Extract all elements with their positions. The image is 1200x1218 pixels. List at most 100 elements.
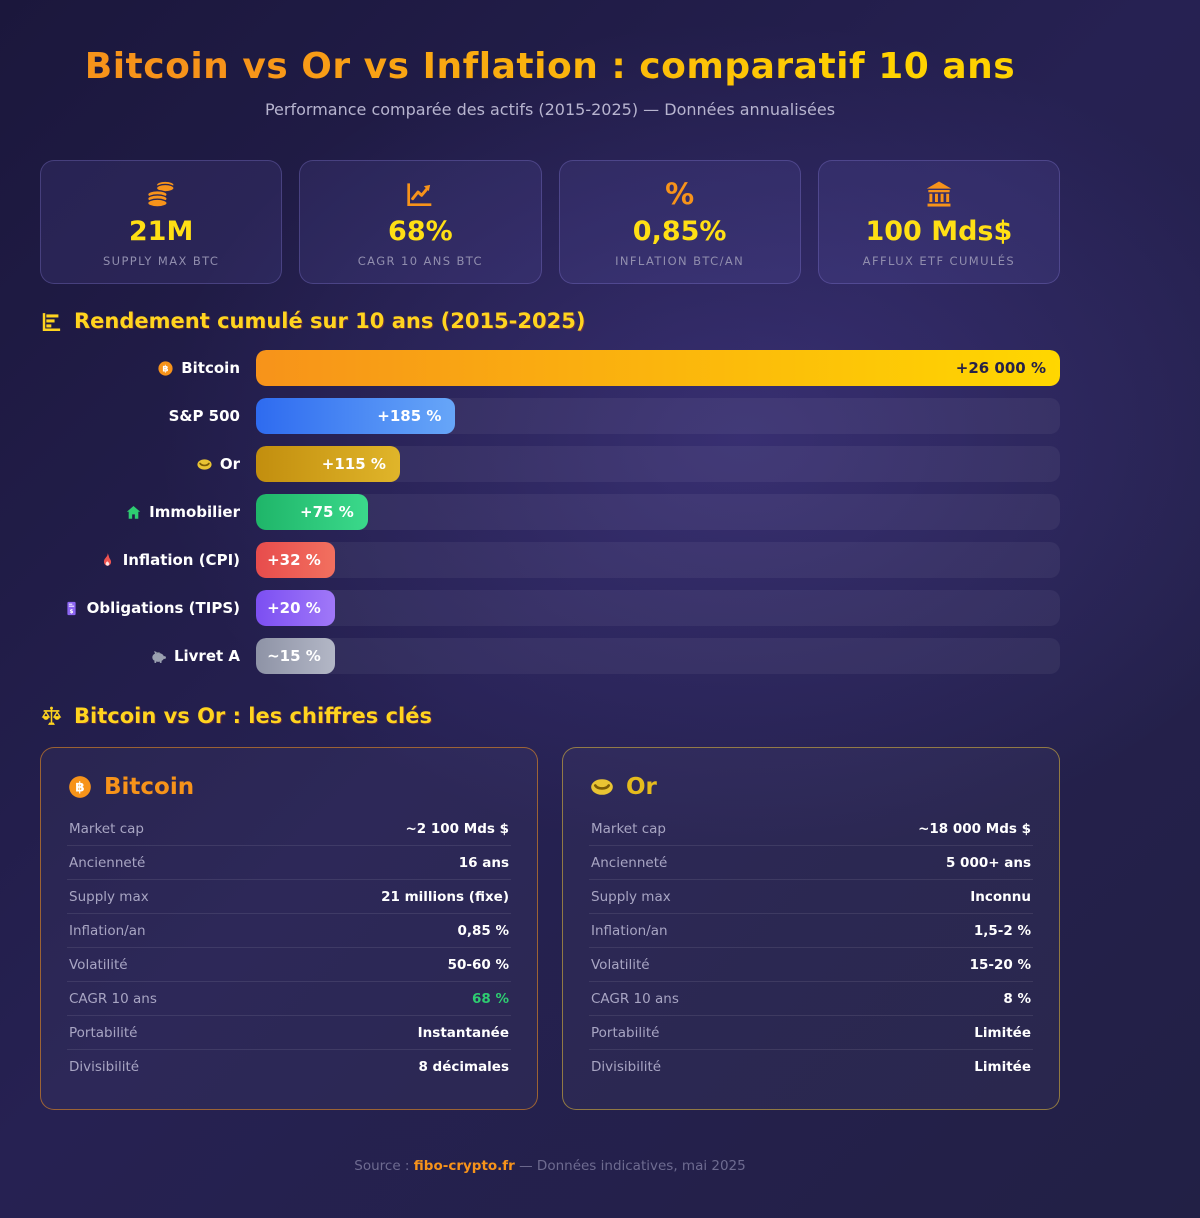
svg-text:฿: ฿ [163,364,169,374]
stat-card-etf: 100 Mds$ AFFLUX ETF CUMULÉS [817,160,1060,284]
page-header: Bitcoin vs Or vs Inflation : comparatif … [40,0,1060,119]
bitcoin-coin-icon: ฿ [158,360,173,376]
bar-track: +115 % [256,446,1060,482]
table-row: Market cap ~18 000 Mds $ [589,812,1033,846]
footer-source-link[interactable]: fibo-crypto.fr [413,1158,515,1174]
table-row: Supply max 21 millions (fixe) [67,880,511,914]
bar-label: ฿ Bitcoin [40,359,240,377]
gold-coin-icon [591,779,613,795]
row-value: Instantanée [417,1024,509,1041]
bar-row-livret-a: Livret A ~15 % [40,638,1060,674]
svg-text:$: $ [69,609,73,615]
row-value: Limitée [974,1058,1031,1075]
row-label: CAGR 10 ans [69,990,157,1007]
bar-fill-livret-a: ~15 % [256,638,335,674]
bar-row-sp500: S&P 500 +185 % [40,398,1060,434]
bar-chart-icon [42,312,61,331]
stat-value: 100 Mds$ [865,215,1013,247]
bar-fill-bitcoin: +26 000 % [256,350,1060,386]
bar-track: +26 000 % [256,350,1060,386]
bar-label: Inflation (CPI) [40,551,240,569]
table-row: Inflation/an 0,85 % [67,914,511,948]
bar-row-bitcoin: ฿ Bitcoin +26 000 % [40,350,1060,386]
row-value: 5 000+ ans [945,854,1031,871]
bar-row-gold: Or +115 % [40,446,1060,482]
row-label: Ancienneté [591,854,668,871]
section-title-text: Rendement cumulé sur 10 ans (2015-2025) [74,309,586,333]
table-row: Ancienneté 5 000+ ans [589,846,1033,880]
gold-card-title: Or [589,774,1033,800]
row-label: Inflation/an [591,922,668,939]
row-value: 1,5-2 % [973,922,1031,939]
comparison-section: Bitcoin vs Or : les chiffres clés ฿ Bitc… [40,704,1060,1110]
flame-icon [103,552,111,566]
row-label: Supply max [69,888,149,905]
table-row: Inflation/an 1,5-2 % [589,914,1033,948]
row-value: 16 ans [458,854,509,871]
bar-fill-inflation: +32 % [256,542,335,578]
row-label: Portabilité [591,1024,660,1041]
row-value: 15-20 % [969,956,1031,973]
gold-coin-icon [197,458,212,470]
footer-note: — Données indicatives, mai 2025 [519,1158,746,1174]
returns-chart-section: Rendement cumulé sur 10 ans (2015-2025) … [40,309,1060,674]
house-icon [126,505,141,519]
row-label: Market cap [69,820,144,837]
bar-label: Or [40,455,240,473]
row-label: Portabilité [69,1024,138,1041]
table-row: Portabilité Limitée [589,1016,1033,1050]
percent-icon: % [665,176,695,211]
row-value: 0,85 % [457,922,509,939]
row-label: Market cap [591,820,666,837]
returns-section-title: Rendement cumulé sur 10 ans (2015-2025) [40,309,1060,333]
table-row: Divisibilité Limitée [589,1050,1033,1083]
row-label: Volatilité [591,956,650,973]
row-value: 68 % [471,990,509,1007]
stat-card-supply: 21M SUPPLY MAX BTC [40,160,283,284]
piggy-bank-icon [152,650,166,663]
infographic-root: Bitcoin vs Or vs Inflation : comparatif … [40,0,1060,1174]
row-label: Divisibilité [69,1058,140,1075]
footer-source-prefix: Source : [354,1158,410,1174]
bar-fill-realestate: +75 % [256,494,368,530]
stat-label: SUPPLY MAX BTC [102,253,220,268]
stat-card-cagr: 68% CAGR 10 ANS BTC [299,160,542,284]
svg-text:฿: ฿ [75,780,84,796]
gold-card: Or Market cap ~18 000 Mds $ Ancienneté 5 0… [562,747,1060,1110]
row-value: Limitée [974,1024,1031,1041]
stats-row: 21M SUPPLY MAX BTC 68% CAGR 10 ANS BTC %… [40,160,1060,284]
chart-increasing-icon [404,177,436,211]
bar-row-inflation: Inflation (CPI) +32 % [40,542,1060,578]
table-row: Divisibilité 8 décimales [67,1050,511,1083]
returns-bar-chart: ฿ Bitcoin +26 000 % S&P 500 +185 % [40,350,1060,674]
bar-label: Livret A [40,647,240,665]
bar-track: +185 % [256,398,1060,434]
scales-icon [41,706,62,725]
bar-label: Immobilier [40,503,240,521]
bar-label: S&P 500 [168,407,240,425]
stat-label: INFLATION BTC/AN [615,253,745,268]
bar-row-realestate: Immobilier +75 % [40,494,1060,530]
coins-stack-icon [145,177,177,211]
stat-card-inflation: % 0,85% INFLATION BTC/AN [558,160,801,284]
comparison-cards: ฿ Bitcoin Market cap ~2 100 Mds $ Ancienn… [40,747,1060,1110]
row-label: Inflation/an [69,922,146,939]
stat-value: 0,85% [632,215,727,247]
bitcoin-coin-icon: ฿ [69,776,91,798]
table-row: Portabilité Instantanée [67,1016,511,1050]
page-title: Bitcoin vs Or vs Inflation : comparatif … [84,46,1016,87]
bitcoin-card-title: ฿ Bitcoin [67,774,511,800]
stat-label: AFFLUX ETF CUMULÉS [862,253,1016,268]
table-row: Supply max Inconnu [589,880,1033,914]
footer: Source : fibo-crypto.fr — Données indica… [40,1158,1060,1174]
row-value: 8 décimales [418,1058,509,1075]
row-label: Volatilité [69,956,128,973]
table-row: Market cap ~2 100 Mds $ [67,812,511,846]
table-row: Ancienneté 16 ans [67,846,511,880]
row-label: CAGR 10 ans [591,990,679,1007]
row-value: ~18 000 Mds $ [918,820,1031,837]
bar-track: +75 % [256,494,1060,530]
bar-label: $ Obligations (TIPS) [40,599,240,617]
comparison-section-title: Bitcoin vs Or : les chiffres clés [40,704,1060,728]
table-row: Volatilité 15-20 % [589,948,1033,982]
